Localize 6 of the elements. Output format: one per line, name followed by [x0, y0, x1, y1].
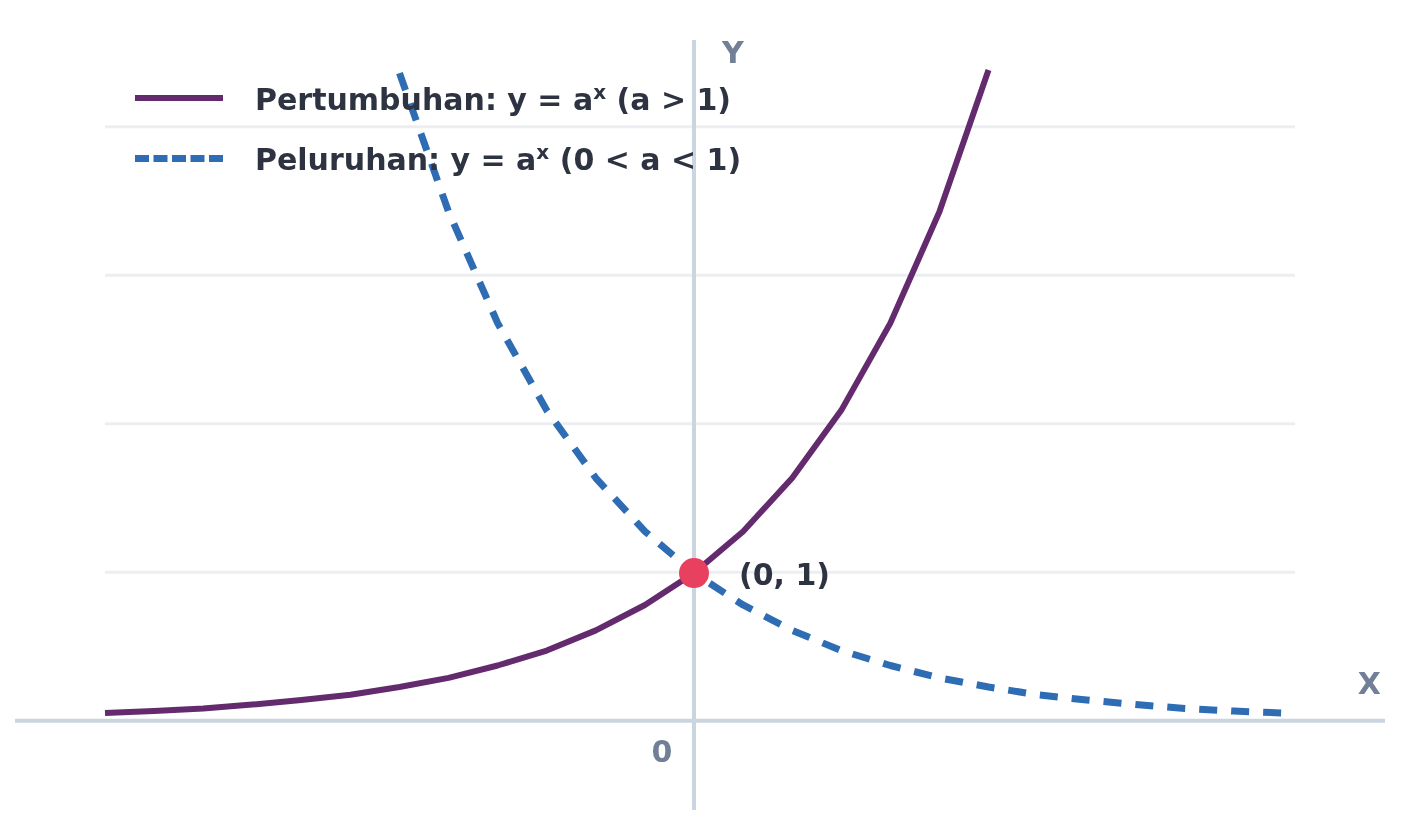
legend-label: Peluruhan: y = a$^{x}$ (0 < a < 1) — [255, 139, 742, 177]
text: 0 — [651, 733, 673, 769]
x-axis-title: X — [1357, 665, 1381, 701]
annotation: (0, 1) — [739, 556, 831, 592]
y-axis-title: Y — [721, 34, 745, 70]
legend-label: Pertumbuhan: y = a$^{x}$ (a > 1) — [255, 79, 732, 117]
